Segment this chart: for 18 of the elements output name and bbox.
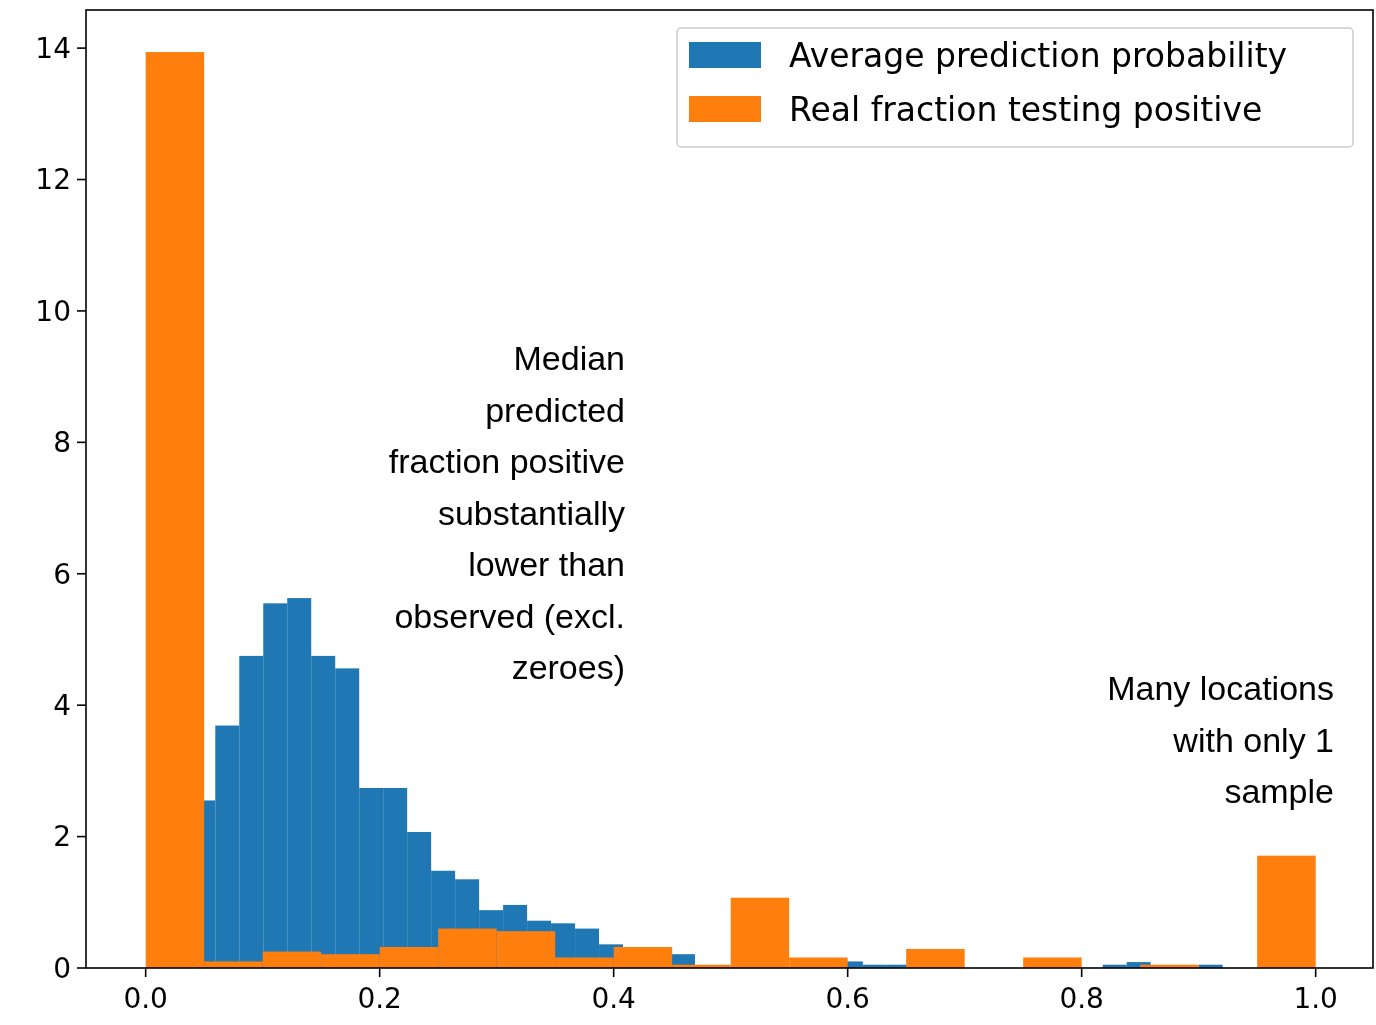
annotation: Many locations with only 1 sample [1107,669,1334,810]
x-tick-label: 0.8 [1059,982,1104,1015]
y-tick-label: 12 [35,163,71,197]
x-tick-label: 0.6 [825,982,870,1015]
y-tick-label: 8 [53,426,71,460]
legend-label: Real fraction testing positive [789,89,1263,129]
annotation: Median predicted fraction positive substantially lower than observed (excl. zeroes) [388,339,625,686]
x-tick-label: 0.4 [591,982,636,1015]
y-tick-label: 10 [35,294,71,328]
x-tick-label: 0.2 [357,982,402,1015]
y-tick-label: 2 [53,820,71,854]
y-tick-label: 4 [53,688,71,722]
y-tick-label: 14 [35,31,71,65]
y-tick-label: 0 [53,951,71,985]
y-tick-label: 6 [53,557,71,591]
legend-label: Average prediction probability [789,35,1288,75]
x-tick-label: 0.0 [123,982,168,1015]
x-tick-label: 1.0 [1293,982,1338,1015]
